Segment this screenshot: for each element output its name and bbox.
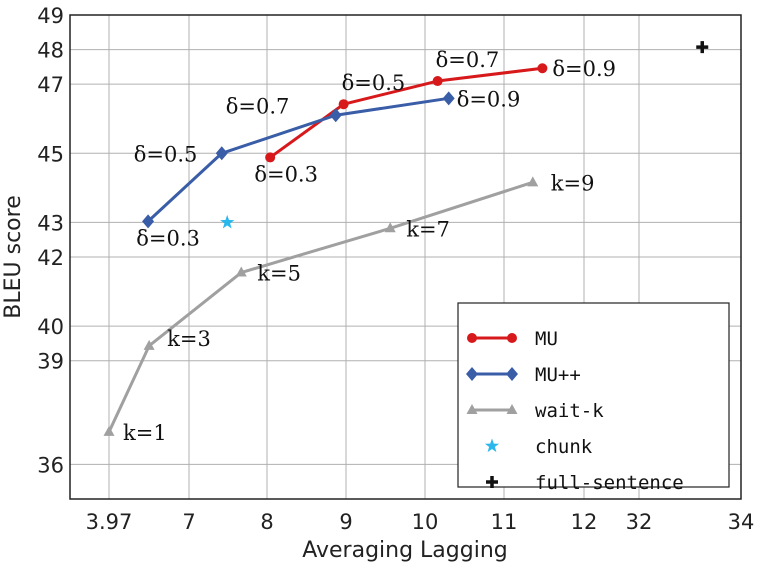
legend-marker [467,333,477,343]
legend-label: full-sentence [535,472,684,494]
series-layer: δ=0.3 δ=0.5 δ=0.7 δ=0.9 δ=0.3 δ=0.5 δ=0.7 δ=0.9… [103,41,709,445]
legend: MU MU++ wait-k chunk full-sentence [457,302,730,494]
legend-label: MU [535,328,558,350]
series-line [147,96,449,223]
y-tick-label: 36 [37,453,64,477]
x-tick-label: 8 [260,510,273,534]
legend-label: MU++ [535,364,581,386]
data-point [215,146,228,161]
legend-box [457,302,730,488]
legend-item: chunk [484,436,593,458]
series-wait-k: k=1 k=3 k=5 k=7 k=9 [103,171,595,445]
y-tick-label: 39 [37,350,64,374]
y-tick-label: 45 [37,142,64,166]
data-point [235,266,247,277]
point-label: k=1 [123,421,167,445]
data-point [696,41,709,54]
y-tick-label: 43 [37,211,64,235]
y-tick-label: 49 [37,4,64,28]
data-point [384,222,396,233]
x-tick-label: 32 [626,510,653,534]
x-tick-label: 9 [339,510,352,534]
legend-marker [506,404,518,414]
point-label: δ=0.5 [342,71,406,95]
point-label: δ=0.3 [254,162,318,186]
point-label: k=9 [551,171,595,195]
legend-label: chunk [535,436,593,458]
data-point [537,63,548,74]
point-label: δ=0.9 [457,87,521,111]
legend-label: wait-k [535,400,604,422]
data-point [103,425,115,436]
legend-marker [466,367,478,381]
y-tick-label: 48 [37,39,64,63]
x-tick-label: 34 [728,510,755,534]
y-tick-label: 42 [37,246,64,270]
plot-frame [69,14,742,500]
series-line [269,66,543,159]
data-point [143,339,155,350]
x-tick-label: 7 [182,510,195,534]
point-label: k=5 [257,262,301,286]
data-point [265,152,276,163]
series-chunk [220,214,235,229]
series-mu: δ=0.3 δ=0.5 δ=0.7 δ=0.9 [254,48,616,186]
legend-item: full-sentence [486,472,684,494]
data-point [329,108,342,123]
tick-labels: 3.97 7 8 9 10 11 12 32 34 36 39 40 42 43 45 47 48 49 [37,4,754,534]
legend-marker [484,438,500,453]
point-label: k=7 [406,217,450,241]
data-point [142,214,155,229]
point-label: δ=0.9 [552,57,616,81]
data-point [527,176,539,187]
point-label: δ=0.7 [436,48,500,72]
point-label: δ=0.7 [226,94,290,118]
y-axis-label: BLEU score [1,195,26,318]
x-tick-label: 10 [412,510,439,534]
y-tick-label: 47 [37,73,64,97]
legend-item: MU [467,328,558,350]
data-point [442,91,455,106]
point-label: δ=0.5 [134,142,198,166]
x-tick-label: 11 [491,510,518,534]
x-axis-label: Averaging Lagging [302,538,508,563]
series-full-sentence [696,41,709,54]
legend-item: wait-k [466,400,604,422]
legend-item: MU++ [466,364,581,386]
legend-marker [507,333,517,343]
data-point [432,76,443,87]
legend-marker [466,404,478,414]
legend-marker [486,476,498,488]
x-tick-label: 3.97 [86,510,133,534]
point-label: k=3 [167,327,211,351]
y-tick-label: 40 [37,315,64,339]
x-tick-label: 12 [571,510,598,534]
data-point [338,99,349,110]
point-label: δ=0.3 [136,226,200,250]
data-point [220,214,235,229]
legend-marker [506,367,518,381]
series-mu-: δ=0.3 δ=0.5 δ=0.7 δ=0.9 [134,87,521,250]
